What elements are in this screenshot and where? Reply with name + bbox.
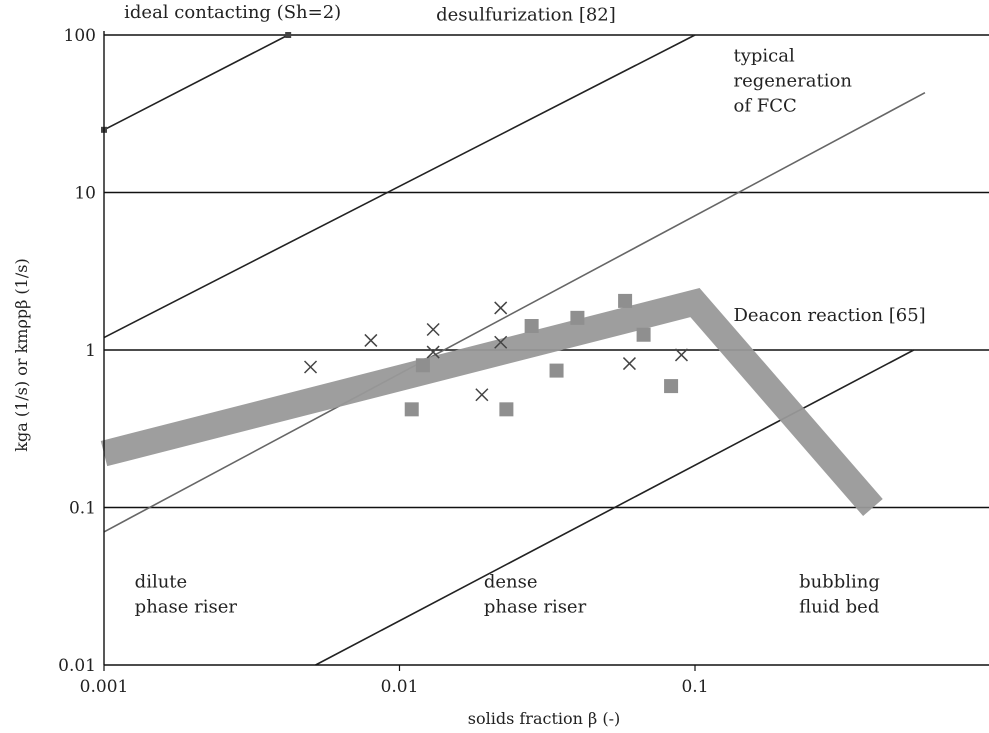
x-tick-label: 0.01 — [381, 677, 419, 697]
x-marker-point — [622, 357, 636, 371]
annotation-label: dilute phase riser — [135, 572, 238, 618]
y-axis-label: kga (1/s) or kmρpβ (1/s) — [12, 258, 31, 451]
y-tick-label: 0.1 — [69, 499, 96, 519]
square-marker-point — [570, 310, 585, 325]
x-tick-label: 0.001 — [80, 677, 129, 697]
y-tick-label: 1 — [85, 341, 96, 361]
square-marker-point — [404, 402, 419, 417]
square-marker-point — [618, 293, 633, 308]
annotation-label: dense phase riser — [484, 572, 587, 618]
x-marker-point — [674, 348, 689, 362]
x-marker-point — [494, 335, 508, 349]
trend-band — [100, 288, 883, 517]
annotation-label: ideal contacting (Sh=2) — [124, 2, 341, 23]
square-marker-point — [524, 319, 539, 334]
square-marker-point — [636, 327, 651, 342]
annotation-label: Deacon reaction [65] — [734, 305, 926, 326]
reference-lines — [101, 32, 926, 666]
annotation-label: typical regeneration of FCC — [734, 45, 853, 116]
reference-line — [315, 349, 915, 666]
reference-line — [103, 92, 926, 533]
x-marker-point — [494, 301, 508, 315]
x-marker-point — [364, 333, 378, 347]
square-marker-point — [499, 402, 514, 417]
trend-band-path — [100, 288, 883, 517]
annotation-label: bubbling fluid bed — [799, 572, 880, 618]
x-marker-point — [304, 360, 318, 374]
reference-line — [103, 34, 289, 131]
square-marker-point — [664, 379, 679, 394]
reference-line — [103, 34, 696, 339]
data-points — [304, 293, 689, 417]
grid — [104, 34, 989, 509]
x-marker-point — [426, 345, 440, 359]
x-tick-label: 0.1 — [681, 677, 708, 697]
x-axis-label: solids fraction β (-) — [468, 709, 620, 728]
x-marker-point — [426, 322, 440, 337]
y-tick-label: 0.01 — [58, 656, 96, 676]
line-end-marker — [285, 32, 292, 38]
square-marker-point — [549, 363, 564, 378]
x-marker-point — [475, 388, 489, 402]
square-marker-point — [415, 358, 430, 373]
annotations: ideal contacting (Sh=2) desulfurization [… — [124, 2, 926, 617]
y-tick-label: 100 — [64, 26, 96, 46]
annotation-label: desulfurization [82] — [436, 4, 616, 25]
y-tick-label: 10 — [74, 184, 96, 204]
